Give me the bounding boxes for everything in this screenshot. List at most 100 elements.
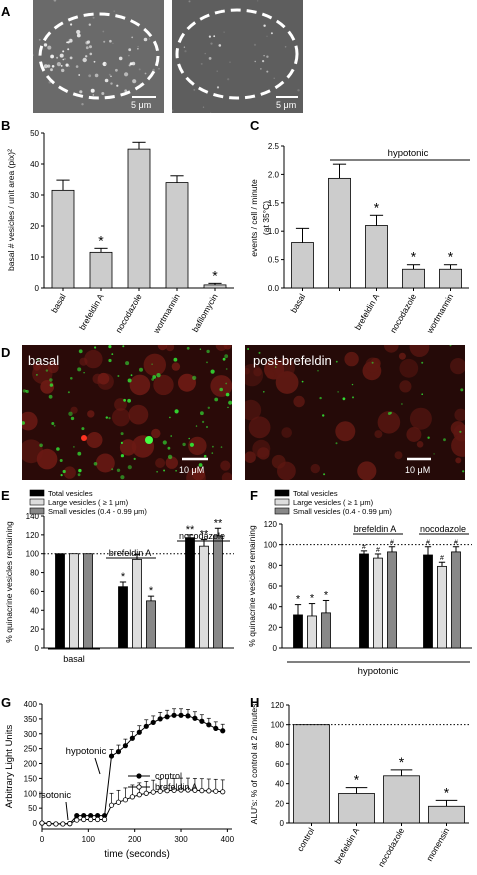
punctum: [284, 46, 287, 48]
punctum: [129, 374, 151, 396]
y-tick-label: 60: [30, 587, 39, 596]
punctum: [75, 65, 79, 68]
punctum: [43, 43, 48, 47]
punctum: [374, 430, 383, 439]
data-point: [136, 792, 142, 798]
punctum: [132, 79, 137, 84]
punctum: [120, 441, 123, 444]
y-axis-label: ALU's: % of control at 2 minutes: [249, 704, 259, 825]
punctum: [128, 48, 132, 52]
significance-marker: *: [354, 772, 360, 788]
punctum: [184, 50, 187, 53]
punctum: [38, 38, 41, 41]
y-tick-label: 80: [30, 569, 39, 578]
punctum: [270, 32, 273, 35]
punctum: [77, 451, 82, 456]
punctum: [84, 349, 103, 369]
punctum: [210, 369, 215, 374]
punctum: [245, 363, 264, 387]
punctum: [32, 363, 53, 384]
punctum: [61, 68, 65, 73]
punctum: [67, 48, 70, 51]
bar: [338, 793, 375, 824]
y-tick-label: 80: [275, 740, 284, 749]
punctum: [36, 374, 38, 376]
fluorescent-puncta: [33, 0, 160, 108]
punctum: [120, 475, 125, 480]
data-point: [108, 802, 115, 808]
legend-swatch: [29, 489, 45, 497]
punctum: [93, 60, 96, 63]
punctum: [63, 466, 76, 479]
punctum: [138, 68, 141, 71]
punctum: [45, 369, 49, 372]
bar: [439, 268, 462, 289]
micrograph-a-right: 5 μm: [172, 0, 303, 113]
punctum: [70, 406, 78, 414]
punctum: [257, 0, 259, 2]
punctum: [148, 38, 151, 40]
data-point: [150, 719, 156, 726]
punctum: [409, 345, 430, 357]
punctum: [128, 54, 130, 57]
punctum: [68, 65, 70, 67]
significance-marker: *: [310, 593, 315, 605]
punctum: [227, 406, 229, 409]
punctum: [86, 432, 103, 448]
x-tick-label: 100: [82, 835, 96, 844]
punctum: [77, 367, 82, 372]
y-tick-label: 20: [268, 623, 277, 632]
legend-swatch: [274, 498, 290, 506]
y-tick-label: 300: [24, 730, 38, 739]
x-category-label: wortmannin: [424, 292, 455, 336]
punctum: [128, 404, 149, 425]
punctum: [216, 86, 220, 89]
y-tick-label: 0: [35, 284, 40, 293]
punctum: [51, 422, 55, 425]
legend-marker: [136, 773, 142, 779]
punctum: [92, 94, 95, 96]
punctum: [68, 411, 73, 416]
punctum: [122, 345, 125, 348]
y-tick-label: 40: [268, 603, 277, 612]
punctum: [273, 77, 275, 80]
panel-letter-e: E: [1, 488, 10, 503]
punctum: [157, 345, 168, 351]
chart-h: 0 20 40 60 80 100 120 control * brefeldin A * nocod…: [249, 701, 469, 869]
y-tick-label: 20: [30, 222, 39, 231]
punctum: [208, 35, 211, 38]
data-point: [192, 715, 198, 721]
punctum: [152, 68, 155, 72]
punctum: [95, 453, 115, 473]
punctum: [111, 408, 131, 427]
punctum: [342, 397, 346, 401]
x-tick-label: 200: [128, 835, 142, 844]
micrograph-a-left: 5 μm: [33, 0, 164, 113]
legend-swatch: [29, 498, 45, 506]
punctum: [130, 374, 133, 377]
bar: [118, 586, 128, 649]
punctum: [112, 42, 114, 45]
punctum: [450, 358, 465, 375]
bar: [428, 805, 465, 824]
punctum: [93, 462, 98, 466]
bar: [185, 537, 195, 649]
punctum: [139, 367, 143, 372]
data-point: [143, 790, 149, 796]
punctum: [165, 456, 178, 469]
punctum: [218, 44, 222, 47]
bar: [451, 551, 461, 649]
punctum: [212, 445, 214, 448]
y-tick-label: 50: [30, 129, 39, 138]
y-tick-label: 1.0: [268, 227, 280, 236]
punctum: [63, 57, 66, 61]
punctum: [211, 452, 214, 454]
group-label: basal: [63, 654, 85, 664]
punctum: [203, 454, 207, 458]
punctum: [89, 45, 92, 49]
punctum: [97, 373, 114, 390]
punctum: [258, 351, 261, 354]
y-tick-label: 150: [24, 774, 38, 783]
punctum: [175, 470, 177, 472]
